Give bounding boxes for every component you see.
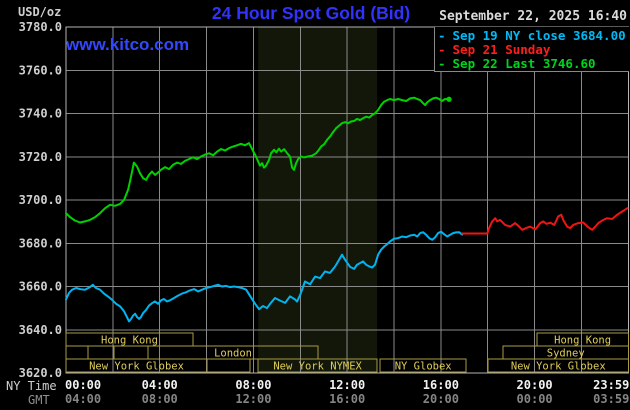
y-axis-tick: 3660.0 [19,280,62,294]
x-axis-tick: 12:00 [235,392,271,406]
legend-dash-icon: - [438,28,446,43]
x-axis-tick: 16:00 [329,392,365,406]
x-axis-tick: 08:00 [142,392,178,406]
session-box-new-york-globex [487,358,629,373]
session-label: NY Globex [395,361,452,373]
x-axis-tick: 03:59 [593,392,629,406]
legend-item-1: - Sep 21 Sunday [438,43,629,57]
x-axis-tick: 20:00 [517,378,553,392]
x-axis-tick: 12:00 [329,378,365,392]
session-label: Sydney [547,348,585,360]
series-line-sep-22-last-3746-60 [65,96,451,224]
y-axis-tick: 3740.0 [19,107,62,121]
legend-label: Sep 22 Last 3746.60 [452,56,596,71]
session-label: New York NYMEX [273,361,362,373]
session-label: London [214,348,252,360]
x-axis-tick: 00:00 [65,378,101,392]
legend-dash-icon: - [438,42,446,57]
kitco-link[interactable]: www.kitco.com [66,35,190,54]
session-box [206,358,251,373]
session-box-new-york-nymex [257,358,378,373]
legend: - Sep 19 NY close 3684.00- Sep 21 Sunday - S… [434,27,629,72]
x-axis-tick: 00:00 [517,392,553,406]
unit-label: USD/oz [18,5,62,19]
y-axis-tick: 3680.0 [19,236,62,250]
series-line-sep-19-ny-close-3684-00 [65,230,464,323]
session-box [113,345,149,360]
y-axis-tick: 3700.0 [19,193,62,207]
legend-item-2: - Sep 22 Last 3746.60 [438,57,629,71]
legend-dash-icon: - [438,56,446,71]
session-label: New York Globex [511,361,606,373]
y-axis-tick: 3780.0 [19,20,62,34]
session-label: Hong Kong [554,335,611,347]
x-axis-tick: 08:00 [235,378,271,392]
x-axis-tick: 04:00 [142,378,178,392]
x-axis-tick: 20:00 [423,392,459,406]
plot-border [65,26,629,374]
legend-label: Sep 19 NY close 3684.00 [452,28,626,43]
last-price-dot [446,96,452,102]
session-box [65,345,89,360]
session-box-ny-globex [379,358,467,373]
legend-item-0: - Sep 19 NY close 3684.00 [438,29,629,43]
y-axis-tick: 3760.0 [19,63,62,77]
session-label: New York Globex [89,361,184,373]
x-axis-tick: 04:00 [65,392,101,406]
x-axis-tick: 23:59 [593,378,629,392]
legend-label: Sep 21 Sunday [452,42,551,57]
ny-time-axis-label: NY Time [6,379,57,393]
y-axis-tick: 3720.0 [19,150,62,164]
gmt-axis-label: GMT [28,393,50,407]
page-title: 24 Hour Spot Gold (Bid) [211,3,411,23]
y-axis-tick: 3640.0 [19,323,62,337]
session-label: Hong Kong [101,335,158,347]
y-axis-tick: 3620.0 [19,366,62,380]
session-box [87,345,115,360]
x-axis-tick: 16:00 [423,378,459,392]
chart-datetime: September 22, 2025 16:40 [439,9,627,24]
series-line-sep-21-sunday [461,207,629,235]
